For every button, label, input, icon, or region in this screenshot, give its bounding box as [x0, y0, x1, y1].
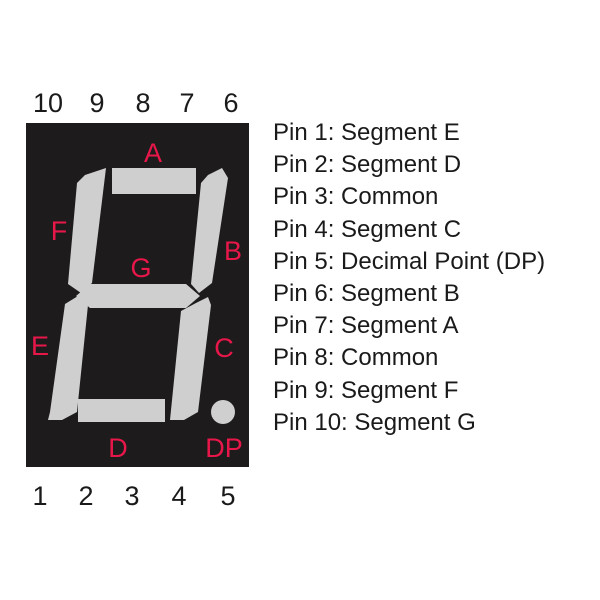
pin-number-8: 8	[135, 88, 150, 118]
label-f: F	[51, 216, 68, 246]
label-e: E	[31, 331, 49, 361]
pin-number-6: 6	[223, 88, 238, 118]
segments	[48, 168, 235, 424]
label-dp: DP	[205, 433, 243, 463]
pin-map-item: Pin 10: Segment G	[273, 408, 476, 436]
pin-map-item: Pin 5: Decimal Point (DP)	[273, 247, 546, 275]
label-d: D	[108, 433, 128, 463]
pin-map-item: Pin 3: Common	[273, 183, 439, 211]
pin-number-1: 1	[32, 481, 47, 511]
pin-number-4: 4	[171, 481, 186, 511]
segment-d	[78, 399, 165, 422]
label-g: G	[130, 253, 151, 283]
segment-labels: A B C D E F G DP	[31, 138, 243, 463]
bottom-pin-numbers: 1 2 3 4 5	[32, 481, 235, 511]
pin-map-item: Pin 8: Common	[273, 344, 439, 372]
pin-number-9: 9	[89, 88, 104, 118]
segment-dp	[211, 400, 235, 424]
pin-number-2: 2	[78, 481, 93, 511]
segment-f	[68, 168, 106, 293]
pin-number-7: 7	[179, 88, 194, 118]
pin-map-item: Pin 1: Segment E	[273, 119, 460, 146]
pin-map-item: Pin 4: Segment C	[273, 215, 462, 243]
segment-b	[191, 168, 228, 293]
label-b: B	[224, 236, 242, 266]
segment-g	[76, 284, 200, 308]
pin-map-item: Pin 6: Segment B	[273, 280, 460, 308]
pin-map-item: Pin 7: Segment A	[273, 312, 459, 340]
pin-number-3: 3	[124, 481, 139, 511]
segment-a	[112, 168, 196, 194]
pin-number-5: 5	[220, 481, 235, 511]
label-c: C	[214, 333, 234, 363]
segment-c	[170, 297, 211, 420]
pin-map-item: Pin 2: Segment D	[273, 151, 462, 179]
label-a: A	[144, 138, 162, 168]
segment-e	[48, 296, 88, 420]
pin-number-10: 10	[33, 88, 63, 118]
pin-map-list: Pin 1: Segment E Pin 2: Segment D Pin 3:…	[273, 117, 545, 439]
pin-map-item: Pin 9: Segment F	[273, 376, 459, 404]
top-pin-numbers: 10 9 8 7 6	[33, 88, 239, 118]
